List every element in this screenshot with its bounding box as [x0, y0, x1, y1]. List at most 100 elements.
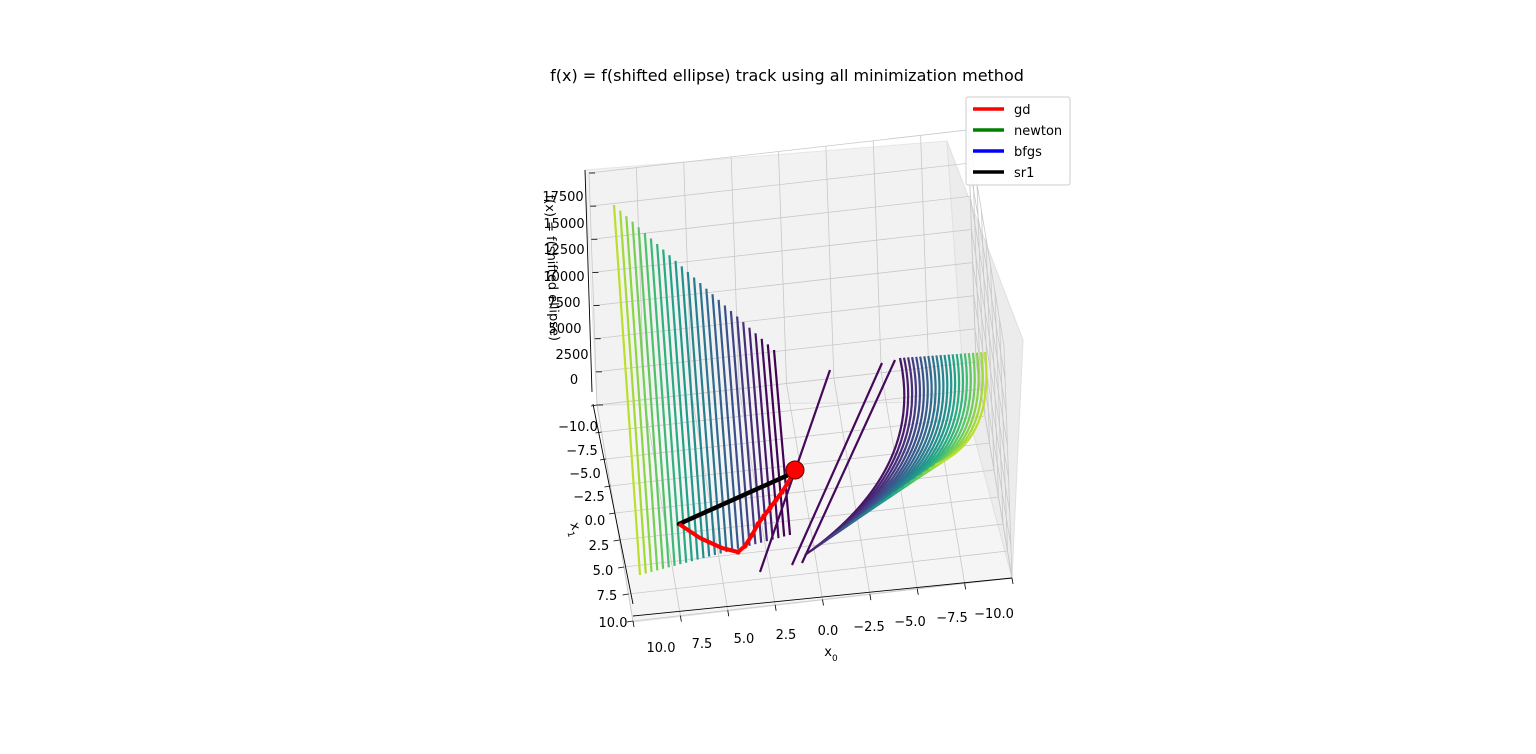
z-tick-label: 0	[570, 373, 578, 388]
start-point-marker	[785, 460, 805, 480]
z-tick-label: 15000	[543, 217, 584, 232]
gd-track-marker	[755, 521, 761, 527]
x1-axis-label: x1	[563, 521, 585, 539]
surface-contour-left	[736, 316, 757, 545]
legend-label-bfgs: bfgs	[1014, 145, 1042, 160]
x1-tick-label: −2.5	[573, 490, 605, 505]
z-tick-label: 10000	[543, 270, 584, 285]
x1-tick-mark	[626, 620, 634, 623]
gd-track-marker	[779, 489, 785, 495]
x1-tick-mark	[590, 404, 598, 407]
surface-contour-left	[668, 255, 693, 562]
legend-label-sr1: sr1	[1014, 166, 1034, 181]
x0-axis-line	[632, 577, 1013, 617]
z-axis-label: f(x) = f(shifted ellipse)	[541, 194, 561, 341]
surface-contour-left	[674, 260, 699, 560]
optimization-tracks	[676, 460, 805, 555]
x1-tick-label: −5.0	[569, 467, 601, 482]
z-tick-label: 5000	[548, 322, 581, 337]
x0-tick-label: −7.5	[936, 611, 968, 626]
x1-axis-line	[592, 403, 634, 605]
x1-tick-label: 0.0	[585, 514, 606, 529]
x1-tick-mark	[622, 593, 629, 596]
surface-contour-left	[649, 238, 676, 566]
x1-tick-label: 10.0	[599, 616, 628, 631]
z-axis-line	[584, 169, 593, 393]
surface-contour-mid	[790, 362, 884, 566]
surface-contour-left	[742, 322, 763, 543]
surface-contour-left	[729, 310, 751, 546]
x1-tick-mark	[613, 539, 620, 542]
x0-tick-mark	[679, 615, 682, 622]
gd-track-marker	[773, 497, 779, 503]
x0-tick-mark	[822, 599, 824, 606]
x0-tick-mark	[774, 604, 777, 611]
surface-contour-left	[772, 349, 792, 536]
x0-tick-mark	[869, 594, 872, 601]
surface-contour-left	[662, 249, 688, 563]
grid-line-z	[592, 228, 1008, 446]
z-tick-label: 7500	[547, 296, 580, 311]
surface-contour-mid	[800, 359, 897, 564]
gd-track-marker	[784, 481, 790, 487]
x1-tick-label: −10.0	[558, 420, 598, 435]
x1-tick-mark	[604, 485, 611, 488]
x1-tick-mark	[599, 458, 607, 461]
surface-contour-left	[680, 266, 705, 559]
legend-frame	[965, 96, 1071, 186]
x0-tick-mark	[964, 583, 967, 590]
x1-tick-label: 5.0	[593, 564, 614, 579]
gd-track-marker	[735, 549, 741, 555]
legend-label-newton: newton	[1014, 124, 1062, 139]
surface-contour-left	[643, 232, 670, 568]
x0-tick-label: 10.0	[647, 641, 676, 656]
x0-tick-label: −5.0	[894, 615, 926, 630]
surface-contour-left	[637, 227, 665, 569]
surface-contour-left	[619, 210, 647, 574]
x0-tick-mark	[727, 610, 730, 617]
grid-line-z	[593, 262, 1009, 479]
x1-tick-mark	[617, 566, 625, 569]
z-tick-label: 2500	[555, 348, 588, 363]
surface-contour-left	[711, 294, 734, 551]
x0-tick-label: −10.0	[974, 607, 1014, 622]
legend-label-gd: gd	[1014, 103, 1031, 118]
axis-edges	[584, 169, 1013, 617]
gd-track-marker	[761, 513, 767, 519]
surface-contour-left	[625, 216, 653, 572]
x1-tick-label: 7.5	[597, 589, 618, 604]
legend: gd newton bfgs sr1	[965, 96, 1071, 186]
surface-contour-left	[717, 299, 740, 549]
surface-contour-left	[748, 327, 768, 542]
x0-tick-mark	[632, 620, 635, 628]
surface-contour-left	[631, 221, 659, 571]
surface-contour-left	[612, 204, 642, 576]
x1-tick-mark	[608, 512, 616, 515]
x0-tick-mark	[916, 588, 919, 595]
x1-tick-label: 2.5	[589, 539, 610, 554]
grid-line-z	[596, 361, 1013, 579]
x0-tick-label: 0.0	[818, 624, 839, 639]
grid-line-z	[591, 195, 1007, 413]
surface-contour-left	[686, 271, 711, 557]
x1-tick-mark	[595, 431, 602, 434]
x0-tick-mark	[1011, 577, 1014, 585]
z-tick-label: 17500	[542, 190, 583, 205]
x0-tick-label: 7.5	[692, 637, 713, 652]
x0-tick-label: 5.0	[734, 632, 755, 647]
surface-contour-left	[766, 344, 786, 537]
surface-contour-left	[723, 305, 745, 548]
x1-tick-label: −7.5	[566, 444, 598, 459]
surface-contour-right	[934, 351, 988, 467]
surface-contour-left	[760, 338, 780, 539]
sr1-track	[676, 469, 798, 527]
x0-tick-label: 2.5	[776, 628, 797, 643]
axis-ticks: 10.0 7.5 5.0 2.5 0.0 −2.5 −5.0 −7.5 −10.0 −10.0 −7…	[542, 172, 1014, 656]
x0-tick-label: −2.5	[853, 620, 885, 635]
gd-track-marker	[749, 532, 755, 538]
surface-contour-left	[705, 288, 728, 552]
surface-contour-left	[656, 243, 682, 565]
x0-axis-label: x0	[824, 645, 838, 664]
z-tick-label: 12500	[543, 243, 584, 258]
